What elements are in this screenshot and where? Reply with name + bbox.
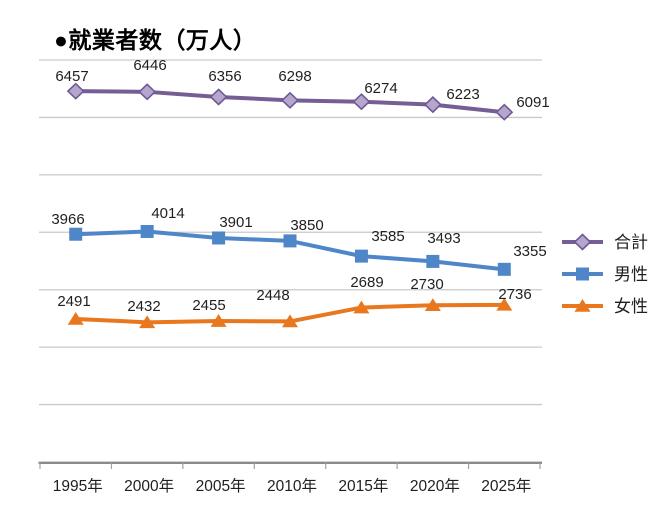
data-label-male: 3493 xyxy=(427,230,460,247)
legend-item-female: 女性 xyxy=(562,297,648,316)
x-axis-label: 1995年 xyxy=(53,477,103,495)
data-label-male: 3966 xyxy=(51,211,84,228)
marker-diamond xyxy=(352,93,371,111)
legend-item-total: 合計 xyxy=(562,233,648,252)
marker-diamond xyxy=(495,103,514,121)
x-axis-label: 2025年 xyxy=(481,477,531,495)
data-label-male: 4014 xyxy=(151,205,184,222)
data-label-female: 2432 xyxy=(127,298,160,315)
marker-square xyxy=(140,224,154,238)
marker-square xyxy=(69,227,83,241)
data-label-male: 3585 xyxy=(371,228,404,245)
data-label-total: 6274 xyxy=(364,80,397,97)
marker-square xyxy=(354,249,368,263)
marker-diamond xyxy=(573,233,592,251)
data-label-female: 2736 xyxy=(498,286,531,303)
marker-triangle xyxy=(139,315,156,329)
legend-label-total: 合計 xyxy=(614,233,648,252)
data-label-male: 3355 xyxy=(513,243,546,260)
data-label-male: 3850 xyxy=(290,217,323,234)
marker-square xyxy=(212,231,226,245)
data-label-female: 2689 xyxy=(350,274,383,291)
legend-label-male: 男性 xyxy=(614,265,648,284)
marker-square xyxy=(283,234,297,248)
legend-item-male: 男性 xyxy=(562,265,648,284)
marker-triangle xyxy=(210,314,227,327)
chart-title: ●就業者数（万人） xyxy=(54,27,257,53)
marker-triangle xyxy=(574,299,591,312)
data-label-female: 2455 xyxy=(192,297,225,314)
data-label-total: 6446 xyxy=(133,57,166,74)
legend-label-female: 女性 xyxy=(614,297,648,316)
marker-triangle xyxy=(353,300,370,314)
marker-square xyxy=(426,254,440,268)
marker-square xyxy=(576,267,589,281)
marker-diamond xyxy=(66,82,85,100)
data-label-total: 6298 xyxy=(278,68,311,85)
marker-diamond xyxy=(138,83,157,101)
marker-diamond xyxy=(423,96,442,114)
marker-triangle xyxy=(424,298,441,312)
data-label-total: 6223 xyxy=(446,86,479,103)
data-label-male: 3901 xyxy=(219,214,252,231)
data-label-total: 6457 xyxy=(55,68,88,85)
x-axis-label: 2005年 xyxy=(196,477,246,495)
x-axis-label: 2010年 xyxy=(267,477,317,495)
marker-diamond xyxy=(209,88,228,106)
marker-triangle xyxy=(496,297,513,311)
marker-triangle xyxy=(67,311,84,325)
x-axis-label: 2000年 xyxy=(124,477,174,495)
marker-triangle xyxy=(282,314,298,328)
marker-square xyxy=(497,262,511,276)
x-axis-label: 2020年 xyxy=(410,477,460,495)
marker-diamond xyxy=(281,91,299,109)
data-label-female: 2448 xyxy=(256,287,289,304)
data-label-female: 2730 xyxy=(410,276,443,293)
data-label-female: 2491 xyxy=(57,293,90,310)
x-axis-label: 2015年 xyxy=(338,477,388,495)
data-label-total: 6356 xyxy=(208,68,241,85)
data-label-total: 6091 xyxy=(516,94,549,111)
